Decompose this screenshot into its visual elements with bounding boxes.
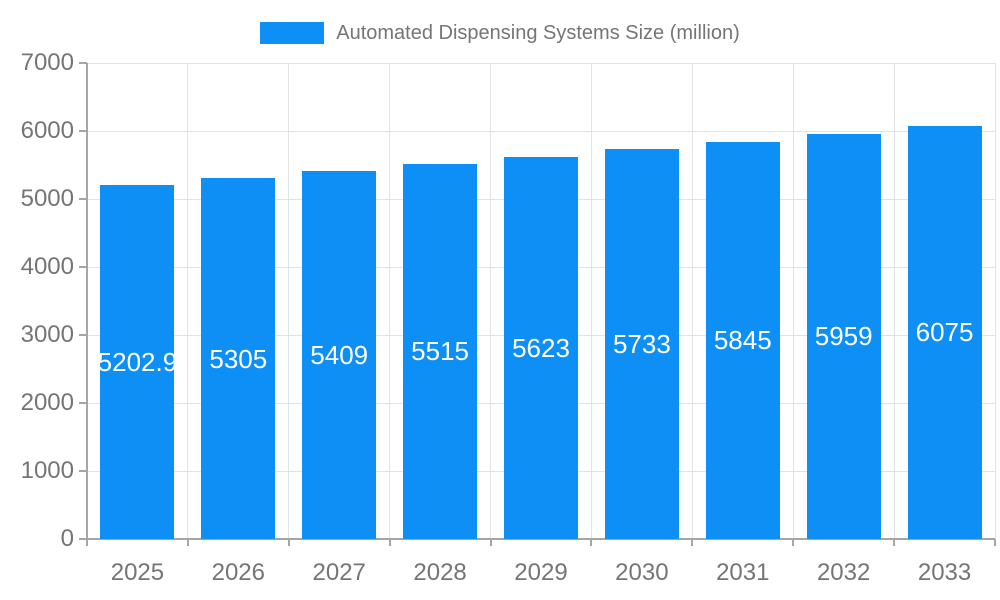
- x-axis-tick-label: 2029: [514, 559, 568, 586]
- y-axis-tick-label: 7000: [20, 49, 74, 76]
- x-axis-tick-label: 2026: [211, 559, 265, 586]
- x-axis-tick-label: 2028: [413, 559, 467, 586]
- gridline-vertical: [590, 63, 592, 539]
- bar[interactable]: [806, 133, 881, 539]
- gridline-vertical: [490, 63, 492, 539]
- gridline-vertical: [288, 63, 290, 539]
- bar[interactable]: [504, 156, 578, 539]
- x-axis-tick: [994, 539, 996, 546]
- y-axis-tick: [79, 130, 87, 132]
- gridline-horizontal: [87, 130, 995, 132]
- bar[interactable]: [302, 171, 377, 539]
- x-axis-line: [87, 538, 995, 540]
- x-axis-tick-label: 2032: [816, 559, 871, 586]
- x-axis-tick: [792, 539, 795, 546]
- x-axis-tick: [893, 539, 896, 546]
- gridline-vertical: [691, 63, 693, 539]
- y-axis-tick-label: 0: [60, 525, 74, 552]
- y-axis-tick: [79, 402, 87, 404]
- y-axis-tick: [79, 266, 87, 268]
- x-axis-tick-label: 2030: [615, 559, 669, 586]
- legend-label: Automated Dispensing Systems Size (milli…: [336, 21, 740, 44]
- x-axis-tick: [186, 539, 189, 546]
- x-axis-tick: [388, 539, 391, 546]
- x-axis-tick: [489, 539, 492, 546]
- y-axis-tick-label: 4000: [20, 253, 74, 280]
- y-axis-tick: [79, 538, 87, 540]
- gridline-vertical: [389, 63, 391, 539]
- gridline-vertical: [187, 63, 189, 539]
- y-axis-tick: [79, 470, 87, 472]
- bar[interactable]: [604, 149, 679, 539]
- bar[interactable]: [100, 185, 175, 539]
- y-axis-tick-label: 6000: [20, 117, 74, 144]
- y-axis-tick-label: 2000: [20, 389, 74, 416]
- legend-swatch-icon: [260, 22, 325, 44]
- gridline-vertical: [994, 63, 996, 539]
- y-axis-tick: [79, 334, 87, 336]
- gridline-horizontal: [87, 62, 995, 64]
- x-axis-tick-label: 2031: [716, 559, 770, 586]
- y-axis-tick: [79, 198, 87, 200]
- y-axis-tick-label: 1000: [20, 457, 74, 484]
- bar[interactable]: [907, 125, 982, 539]
- x-axis-tick: [590, 539, 593, 546]
- y-axis-tick-label: 3000: [20, 321, 74, 348]
- x-axis-tick: [287, 539, 290, 546]
- bar[interactable]: [403, 163, 478, 539]
- x-axis-tick-label: 2033: [917, 559, 972, 586]
- gridline-vertical: [792, 63, 794, 539]
- y-axis-tick: [79, 62, 87, 64]
- y-axis-tick-label: 5000: [20, 185, 74, 212]
- legend[interactable]: Automated Dispensing Systems Size (milli…: [0, 21, 1000, 45]
- x-axis-tick: [691, 539, 694, 546]
- x-axis-tick-label: 2025: [110, 559, 165, 586]
- gridline-vertical: [893, 63, 895, 539]
- bar[interactable]: [201, 178, 276, 539]
- bar[interactable]: [705, 141, 780, 539]
- y-axis-line: [86, 63, 88, 546]
- x-axis-tick-label: 2027: [312, 559, 366, 586]
